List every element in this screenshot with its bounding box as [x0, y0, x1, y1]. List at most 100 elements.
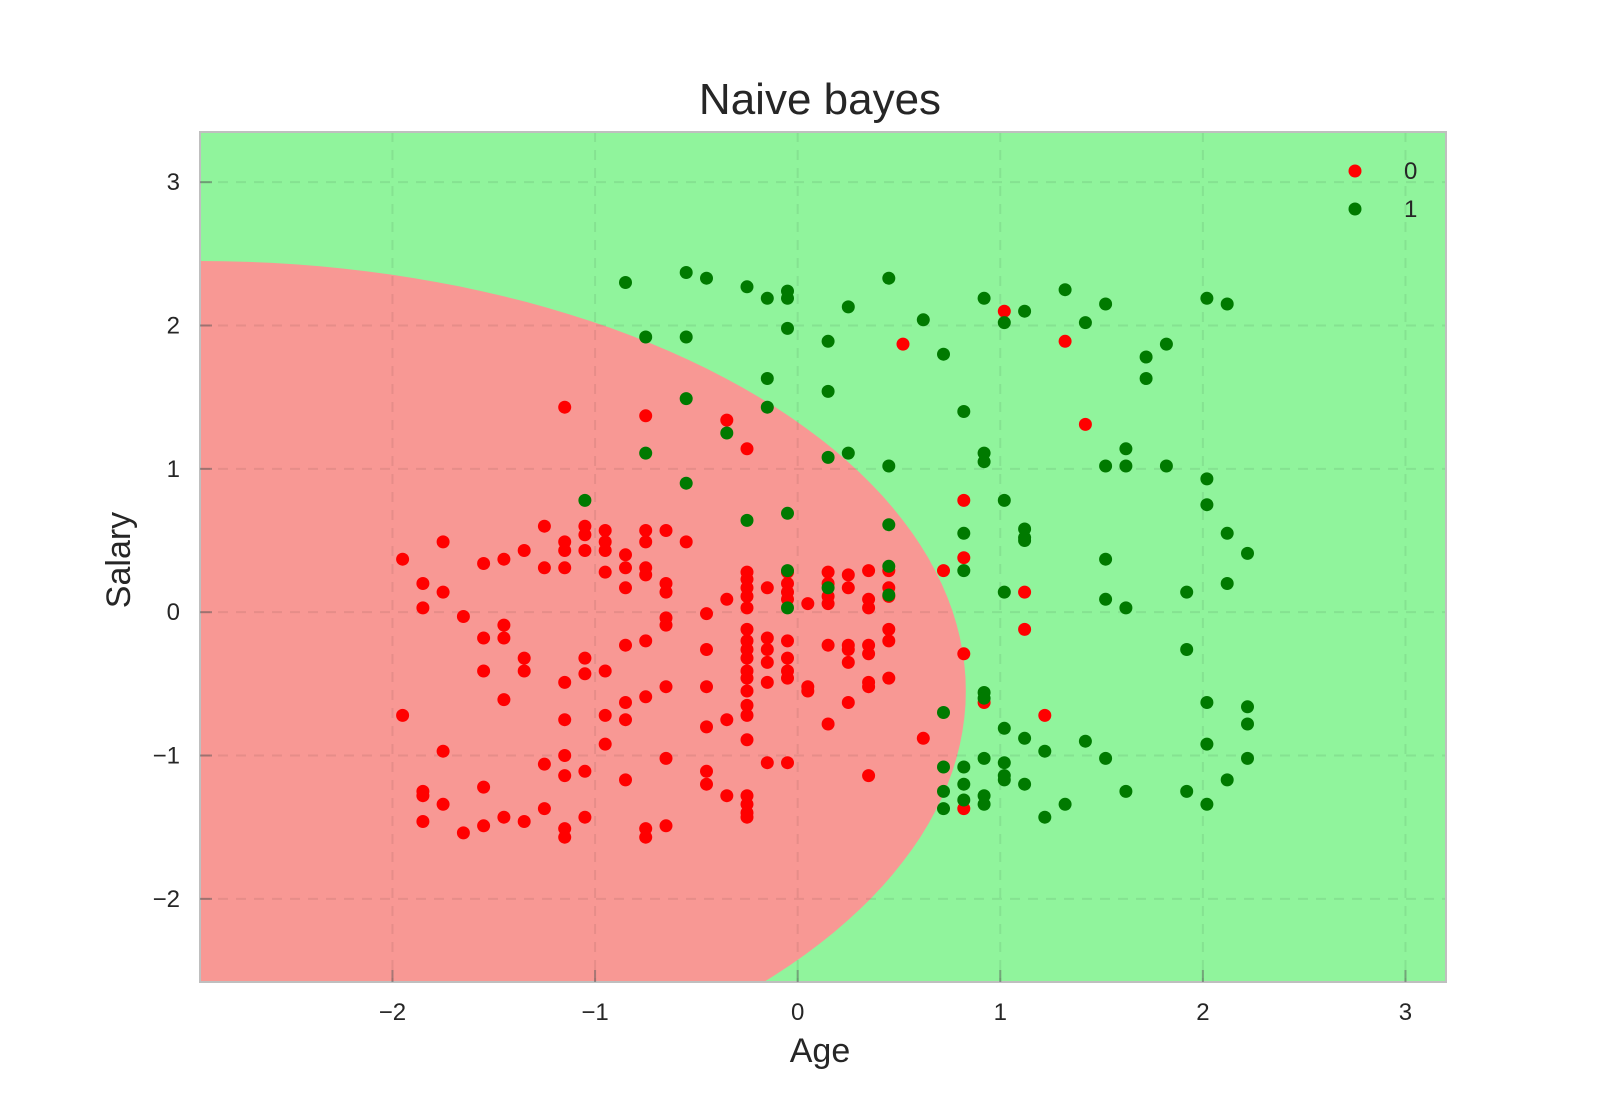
- point-class-0-123: [537, 757, 551, 771]
- point-class-0-152: [957, 551, 971, 565]
- point-class-1-44: [1200, 472, 1214, 486]
- point-class-0-139: [720, 789, 734, 803]
- point-class-1-4: [760, 291, 774, 305]
- y-tick-label-5: 3: [167, 169, 180, 196]
- point-class-0-110: [558, 713, 572, 727]
- point-class-1-79: [1078, 734, 1092, 748]
- chart-title: Naive bayes: [699, 75, 941, 124]
- point-class-0-35: [659, 524, 673, 537]
- point-class-1-41: [1119, 442, 1133, 456]
- point-class-0-28: [619, 548, 632, 562]
- point-class-0-105: [619, 713, 632, 727]
- point-class-1-96: [957, 793, 971, 807]
- point-class-0-107: [598, 708, 612, 722]
- point-class-0-111: [497, 693, 511, 707]
- point-class-1-60: [821, 581, 835, 595]
- point-class-0-121: [497, 810, 511, 824]
- x-tick-label-4: 2: [1196, 999, 1209, 1026]
- point-class-0-50: [801, 597, 815, 611]
- point-class-0-143: [740, 810, 754, 824]
- point-class-0-97: [740, 698, 754, 712]
- point-class-0-109: [558, 675, 572, 689]
- legend: 01: [1348, 158, 1417, 223]
- y-axis-label: Salary: [100, 512, 138, 608]
- point-class-0-10: [497, 618, 511, 632]
- y-tick-label-2: 0: [167, 599, 180, 626]
- point-class-1-25: [679, 392, 693, 406]
- y-axis-ticks: −2 −1 0 1 2 3: [153, 169, 212, 913]
- point-class-0-98: [740, 708, 754, 722]
- point-class-0-44: [740, 601, 754, 615]
- point-class-0-77: [760, 643, 774, 656]
- point-class-0-0: [396, 552, 410, 566]
- point-class-1-70: [1241, 700, 1254, 714]
- point-class-0-119: [477, 780, 491, 794]
- point-class-1-26: [760, 372, 774, 385]
- point-class-0-95: [882, 671, 896, 685]
- point-class-0-122: [517, 815, 531, 828]
- point-class-0-76: [760, 631, 774, 645]
- point-class-1-14: [1018, 304, 1032, 318]
- y-tick-label-3: 1: [167, 456, 180, 483]
- point-class-1-8: [841, 300, 855, 314]
- point-class-0-135: [659, 751, 673, 765]
- legend-label-1: 1: [1404, 196, 1417, 223]
- point-class-0-72: [740, 651, 754, 665]
- x-tick-label-0: −2: [379, 999, 406, 1026]
- point-class-0-19: [558, 561, 572, 575]
- point-class-1-99: [937, 784, 950, 798]
- point-class-0-88: [841, 655, 855, 669]
- point-class-0-146: [781, 756, 794, 770]
- legend-label-0: 0: [1404, 158, 1417, 185]
- point-class-0-136: [659, 819, 673, 833]
- point-class-0-59: [862, 601, 876, 615]
- point-class-0-27: [598, 565, 612, 579]
- point-class-1-67: [1220, 577, 1234, 590]
- point-class-1-53: [1018, 534, 1032, 547]
- point-class-1-61: [957, 564, 971, 578]
- point-class-0-131: [598, 737, 612, 751]
- point-class-0-4: [436, 585, 450, 599]
- point-class-1-16: [1078, 316, 1092, 330]
- point-class-0-132: [619, 773, 632, 787]
- point-class-0-118: [456, 826, 470, 840]
- point-class-1-55: [1241, 546, 1254, 560]
- data-points: [396, 266, 1254, 844]
- point-class-1-40: [1099, 459, 1113, 473]
- point-class-0-92: [862, 680, 876, 694]
- point-class-0-167: [740, 442, 754, 456]
- point-class-0-165: [639, 409, 653, 423]
- point-class-0-128: [558, 830, 572, 844]
- point-class-0-75: [740, 684, 754, 698]
- point-class-1-32: [679, 476, 693, 490]
- point-class-0-23: [578, 651, 592, 665]
- point-class-0-160: [1078, 417, 1092, 431]
- point-class-0-126: [558, 769, 572, 783]
- point-class-1-29: [821, 384, 835, 398]
- point-class-1-90: [977, 691, 991, 705]
- point-class-1-91: [977, 751, 991, 765]
- point-class-0-101: [700, 720, 713, 734]
- point-class-1-45: [1200, 498, 1214, 512]
- point-class-0-106: [598, 664, 612, 678]
- point-class-0-163: [896, 337, 910, 351]
- point-class-1-78: [1099, 751, 1113, 765]
- point-class-1-50: [957, 526, 971, 540]
- point-class-0-29: [619, 561, 632, 575]
- point-class-0-84: [801, 684, 815, 698]
- point-class-0-9: [497, 552, 511, 566]
- point-class-0-7: [477, 631, 491, 645]
- point-class-1-33: [578, 493, 592, 507]
- point-class-1-36: [882, 459, 896, 473]
- point-class-0-115: [416, 784, 430, 798]
- point-class-0-2: [416, 601, 430, 615]
- point-class-0-112: [396, 708, 410, 722]
- point-class-0-164: [558, 400, 572, 414]
- point-class-0-38: [679, 535, 693, 549]
- point-class-1-48: [740, 513, 754, 527]
- point-class-0-12: [517, 544, 531, 557]
- point-class-0-51: [821, 565, 835, 579]
- point-class-0-11: [497, 631, 511, 645]
- point-class-0-64: [659, 618, 673, 632]
